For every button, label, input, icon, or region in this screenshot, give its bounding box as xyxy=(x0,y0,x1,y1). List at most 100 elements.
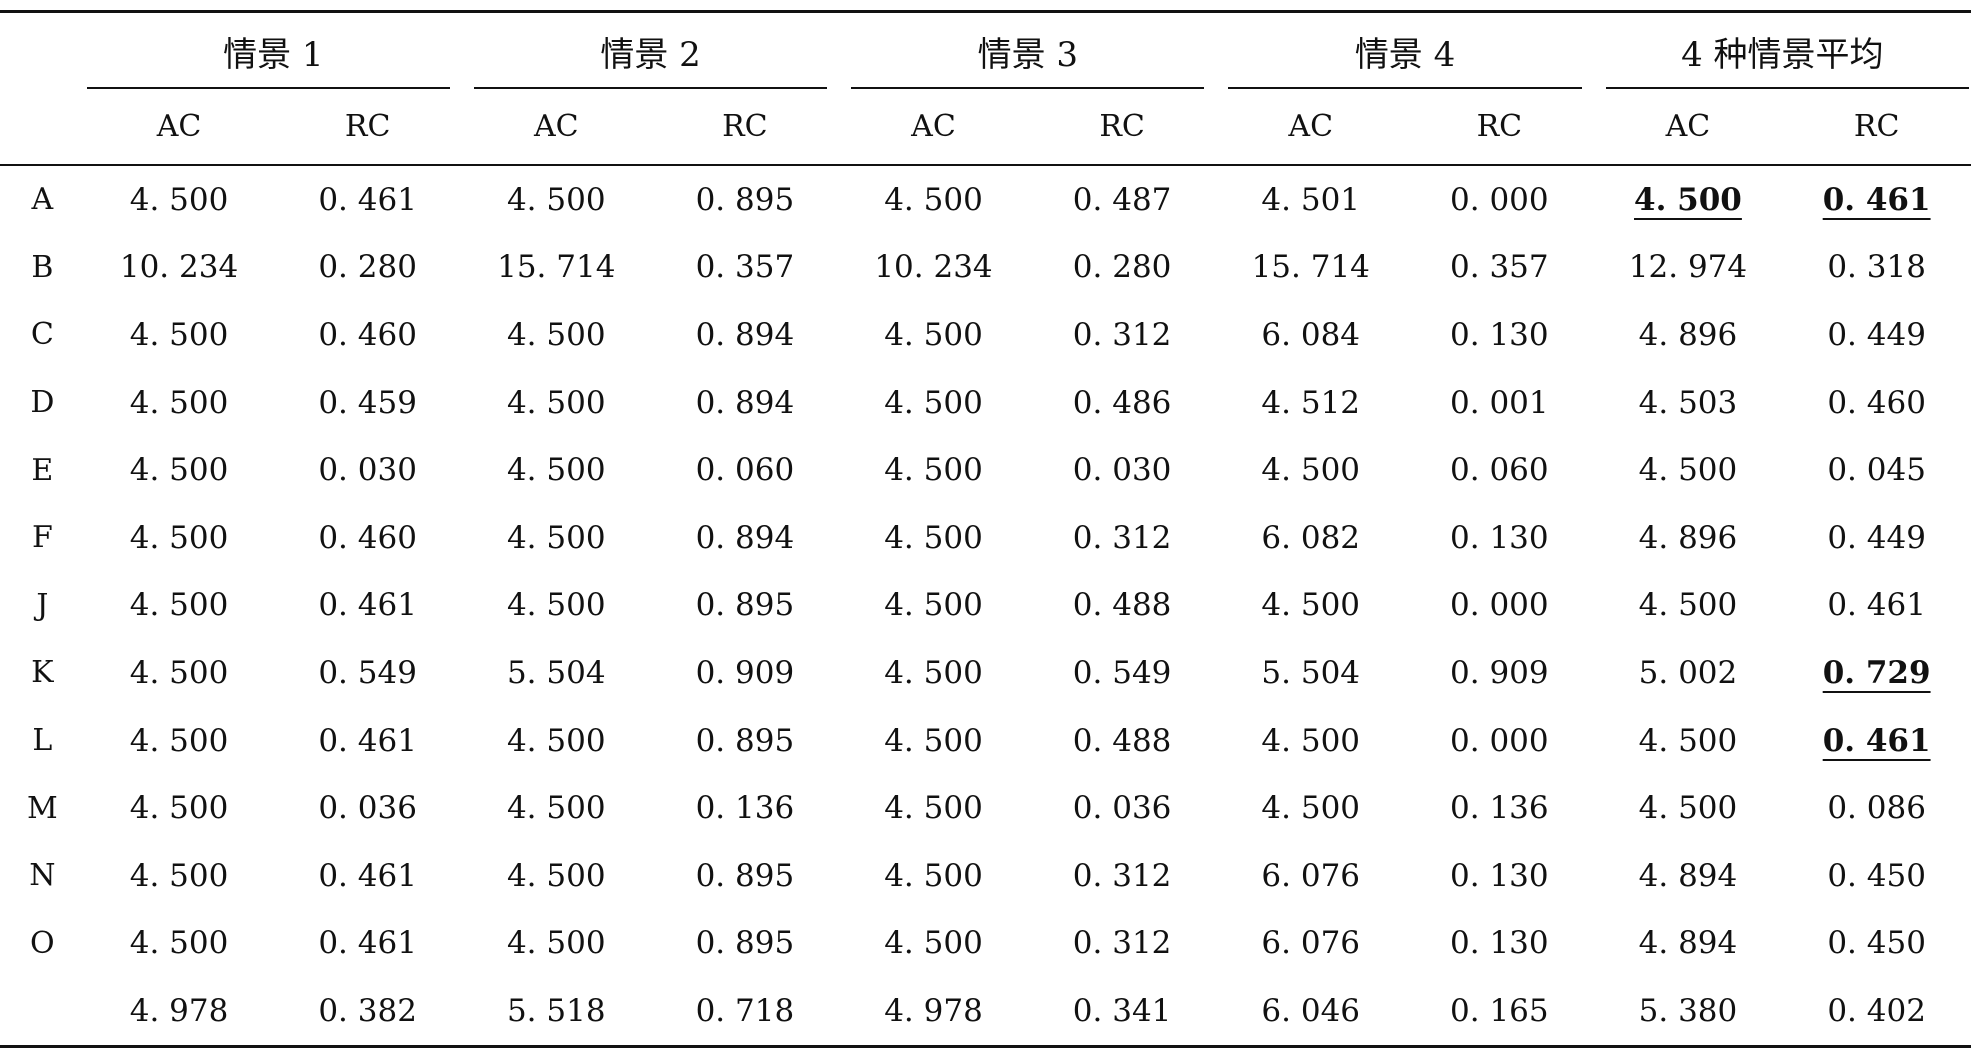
cell-value: 0. 461 xyxy=(1827,587,1926,624)
cell-value: 0. 136 xyxy=(695,790,795,827)
group-header-scenario-4: 情景 4 xyxy=(1216,10,1594,89)
cell-rc-value: 0. 312 xyxy=(1028,842,1217,910)
cell-rc-value: 0. 341 xyxy=(1027,977,1217,1048)
cell-rc-value: 0. 461 xyxy=(1782,572,1971,640)
cell-ac-value: 4. 500 xyxy=(85,572,274,640)
cell-value: 0. 486 xyxy=(1072,384,1172,421)
cell-value: 4. 500 xyxy=(1261,587,1361,624)
cell-ac-value: 4. 500 xyxy=(839,165,1028,234)
cell-ac-value: 4. 500 xyxy=(462,910,651,978)
cell-value: 0. 895 xyxy=(695,722,795,759)
table-row: C 4. 500 0. 460 4. 500 0. 894 4. 500 0. 312 6. … xyxy=(0,301,1971,369)
cell-value: 4. 500 xyxy=(1638,587,1738,624)
cell-ac-value: 4. 500 xyxy=(839,572,1028,640)
cell-value: 0. 461 xyxy=(318,181,417,218)
cell-value: 0. 341 xyxy=(1072,992,1172,1029)
group-underline xyxy=(473,87,828,89)
cell-value: 0. 382 xyxy=(318,992,417,1029)
cell-value: 0. 461 xyxy=(318,587,417,624)
row-label: C xyxy=(30,317,54,353)
cell-value: 0. 036 xyxy=(1072,790,1172,827)
cell-value: 0. 549 xyxy=(1072,654,1172,691)
cell-value: 0. 549 xyxy=(318,654,417,691)
cell-value: 0. 461 xyxy=(318,722,417,759)
cell-value: 4. 512 xyxy=(1261,384,1361,421)
cell-value: 10. 234 xyxy=(874,249,993,286)
cell-rc-value: 0. 909 xyxy=(1405,639,1594,707)
cell-value: 0. 030 xyxy=(1072,452,1172,489)
cell-ac-value: 4. 500 xyxy=(1594,165,1783,234)
cell-value: 0. 357 xyxy=(1450,249,1549,286)
cell-rc-value: 0. 486 xyxy=(1028,369,1217,437)
cell-value: 4. 500 xyxy=(884,722,983,759)
cell-value: 4. 500 xyxy=(884,384,983,421)
cell-ac-value: 4. 500 xyxy=(1594,436,1783,504)
cell-value: 0. 895 xyxy=(695,925,795,962)
sub-header-ac: AC xyxy=(461,89,651,166)
cell-value: 0. 280 xyxy=(318,249,417,286)
cell-ac-value: 4. 978 xyxy=(839,977,1028,1048)
cell-value: 0. 461 xyxy=(318,857,417,894)
cell-value: 6. 082 xyxy=(1261,519,1361,556)
row-label: N xyxy=(29,858,56,894)
row-label: J xyxy=(36,587,49,623)
cell-ac-value: 4. 500 xyxy=(462,842,651,910)
cell-value: 6. 084 xyxy=(1261,316,1361,353)
cell-value: 0. 000 xyxy=(1450,722,1549,759)
cell-rc-value: 0. 036 xyxy=(273,774,462,842)
cell-ac-value: 4. 500 xyxy=(462,504,651,572)
row-label: B xyxy=(31,249,54,285)
cell-ac-value: 4. 500 xyxy=(1216,436,1405,504)
cell-rc-value: 0. 357 xyxy=(1405,234,1594,302)
cell-rc-value: 0. 449 xyxy=(1782,504,1971,572)
cell-ac-value: 4. 500 xyxy=(839,842,1028,910)
cell-value: 4. 501 xyxy=(1261,181,1361,218)
sub-header-ac: AC xyxy=(84,89,274,166)
row-label xyxy=(0,977,85,1048)
cell-value: 0. 895 xyxy=(695,587,795,624)
corner-cell-sub xyxy=(0,89,85,166)
cell-value: 0. 487 xyxy=(1072,181,1172,218)
cell-value: 0. 045 xyxy=(1827,452,1926,489)
cell-ac-value: 6. 076 xyxy=(1216,842,1405,910)
row-label: F xyxy=(31,520,53,556)
table-row: 4. 978 0. 382 5. 518 0. 718 4. 978 0. 341 6. 0… xyxy=(0,977,1971,1048)
cell-rc-value: 0. 130 xyxy=(1405,842,1594,910)
group-underline xyxy=(851,87,1205,89)
table-row: F 4. 500 0. 460 4. 500 0. 894 4. 500 0. 312 6. … xyxy=(0,504,1971,572)
group-header-label: 情景 1 xyxy=(223,34,324,75)
cell-rc-value: 0. 461 xyxy=(273,910,462,978)
cell-rc-value: 0. 450 xyxy=(1782,910,1971,978)
cell-value: 4. 500 xyxy=(506,925,606,962)
cell-rc-value: 0. 086 xyxy=(1782,774,1971,842)
cell-rc-value: 0. 001 xyxy=(1405,369,1594,437)
cell-ac-value: 4. 500 xyxy=(839,369,1028,437)
cell-rc-value: 0. 460 xyxy=(273,504,462,572)
table-row: A 4. 500 0. 461 4. 500 0. 895 4. 500 0. 487 4. … xyxy=(0,165,1971,234)
cell-value: 4. 500 xyxy=(506,857,606,894)
cell-rc-value: 0. 030 xyxy=(273,436,462,504)
cell-value: 5. 504 xyxy=(506,654,606,691)
cell-value: 0. 312 xyxy=(1072,519,1172,556)
cell-value: 4. 500 xyxy=(129,519,229,556)
table-row: L 4. 500 0. 461 4. 500 0. 895 4. 500 0. 488 4. … xyxy=(0,707,1971,775)
cell-ac-value: 5. 002 xyxy=(1594,639,1783,707)
cell-rc-value: 0. 894 xyxy=(651,369,840,437)
cell-value: 0. 895 xyxy=(695,181,795,218)
group-header-label: 4 种情景平均 xyxy=(1681,34,1884,75)
highlighted-value: 4. 500 xyxy=(1634,181,1742,218)
row-label: M xyxy=(27,790,58,826)
cell-value: 4. 500 xyxy=(884,452,983,489)
group-header-scenario-2: 情景 2 xyxy=(461,10,840,89)
cell-value: 4. 500 xyxy=(506,316,606,353)
cell-rc-value: 0. 402 xyxy=(1782,977,1971,1048)
cell-value: 0. 460 xyxy=(318,519,417,556)
cell-rc-value: 0. 460 xyxy=(273,301,462,369)
cell-value: 0. 450 xyxy=(1827,857,1926,894)
cell-ac-value: 4. 500 xyxy=(462,165,651,234)
cell-value: 0. 894 xyxy=(695,519,795,556)
cell-ac-value: 4. 500 xyxy=(839,639,1028,707)
cell-ac-value: 4. 512 xyxy=(1216,369,1405,437)
cell-rc-value: 0. 130 xyxy=(1405,504,1594,572)
table-body: A 4. 500 0. 461 4. 500 0. 895 4. 500 0. 487 4. … xyxy=(0,165,1971,1048)
